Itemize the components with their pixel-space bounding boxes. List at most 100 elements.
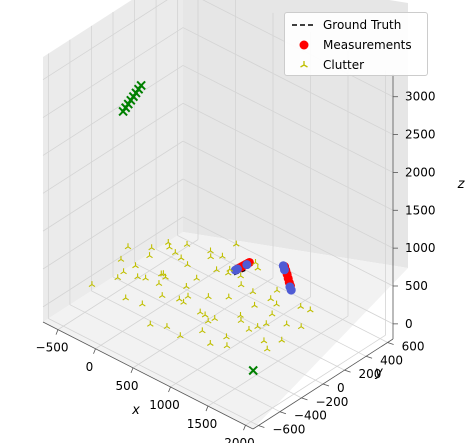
clutter-point bbox=[196, 308, 204, 315]
z-tick-label: 2500 bbox=[405, 128, 436, 142]
y-tick-mark bbox=[387, 342, 394, 345]
series-2-point bbox=[242, 260, 252, 270]
floor-pane bbox=[43, 232, 408, 429]
x-tick-mark bbox=[168, 386, 171, 393]
series-2-point bbox=[279, 265, 289, 275]
clutter-point bbox=[237, 272, 244, 279]
grid-line-z bbox=[182, 27, 394, 135]
grid-line-z bbox=[42, 216, 184, 308]
series-2-point bbox=[286, 285, 296, 295]
grid-line-z bbox=[42, 0, 168, 81]
z-tick-label: 3000 bbox=[405, 90, 436, 104]
clutter-point bbox=[262, 320, 270, 327]
x-axis-line bbox=[42, 321, 254, 430]
y-tick-label: 600 bbox=[402, 339, 425, 353]
grid-line-y bbox=[69, 304, 281, 413]
clutter-point bbox=[273, 300, 280, 307]
clutter-point bbox=[251, 301, 258, 308]
clutter-point bbox=[211, 315, 219, 321]
grid-line-y bbox=[177, 235, 388, 343]
clutter-point bbox=[273, 286, 281, 293]
series-3-point bbox=[136, 80, 146, 91]
clutter-point bbox=[120, 268, 127, 275]
axis-labels: x y z bbox=[131, 177, 465, 418]
clutter-point bbox=[122, 294, 129, 301]
dashed-line-swatch bbox=[292, 24, 316, 26]
legend-item-measurements: Measurements bbox=[285, 36, 427, 54]
grid-line-z bbox=[182, 140, 394, 249]
series-2-point bbox=[232, 264, 242, 274]
clutter-point bbox=[184, 261, 191, 268]
x-tick-mark bbox=[205, 405, 209, 412]
grid-line-z bbox=[182, 102, 394, 211]
z-tick-label: 500 bbox=[405, 279, 428, 293]
clutter-point bbox=[260, 337, 268, 344]
series-3-point bbox=[248, 365, 258, 376]
clutter-point bbox=[183, 283, 190, 289]
clutter-point bbox=[297, 302, 304, 309]
clutter-point bbox=[226, 265, 234, 272]
grid-line-y bbox=[155, 248, 367, 357]
y-tick-label: −200 bbox=[315, 395, 348, 409]
y-tick-mark bbox=[279, 411, 287, 415]
legend-item-ground-truth: Ground Truth bbox=[285, 16, 427, 34]
clutter-point bbox=[146, 252, 153, 259]
clutter-point bbox=[176, 295, 183, 302]
x-axis-label: x bbox=[131, 403, 140, 418]
grid-line-y bbox=[91, 290, 302, 399]
y-tick-label: 200 bbox=[359, 367, 382, 381]
x-tick-label: 500 bbox=[116, 379, 139, 393]
clutter-point bbox=[263, 345, 271, 352]
x-tick-label: 1500 bbox=[187, 417, 218, 431]
clutter-point bbox=[139, 300, 146, 307]
clutter-point bbox=[297, 323, 305, 330]
clutter-point bbox=[254, 323, 261, 330]
clutter-point bbox=[114, 274, 122, 281]
y-axis-label: y bbox=[374, 365, 383, 380]
grid-line-z bbox=[182, 178, 394, 287]
clutter-point bbox=[254, 264, 262, 271]
clutter-point bbox=[307, 306, 314, 313]
clutter-point bbox=[177, 254, 185, 261]
clutter-point bbox=[132, 262, 139, 269]
z-tick-label: 1500 bbox=[405, 203, 436, 217]
legend: Ground Truth Measurements Clutter bbox=[284, 12, 428, 76]
clutter-point bbox=[219, 252, 226, 259]
clutter-point bbox=[204, 317, 212, 324]
y-tick-mark bbox=[322, 383, 330, 387]
grid-line-z bbox=[42, 65, 184, 156]
clutter-point bbox=[207, 247, 214, 254]
clutter-point bbox=[268, 310, 276, 317]
legend-label: Measurements bbox=[323, 38, 412, 52]
clutter-point bbox=[163, 323, 171, 330]
clutter-point bbox=[278, 336, 286, 343]
clutter-point bbox=[172, 249, 179, 256]
y-tick-mark bbox=[365, 355, 373, 359]
tri-up-swatch bbox=[300, 61, 308, 68]
red-dot-swatch bbox=[299, 40, 309, 50]
x-tick-label: 1000 bbox=[149, 398, 180, 412]
z-tick-label: 0 bbox=[405, 317, 413, 331]
z-tick-label: 2000 bbox=[405, 165, 436, 179]
clutter-point bbox=[148, 244, 155, 251]
clutter-point bbox=[88, 281, 96, 288]
clutter-point bbox=[155, 280, 163, 287]
clutter-point bbox=[177, 332, 184, 339]
clutter-point bbox=[184, 292, 192, 299]
axis-edges bbox=[42, 74, 398, 431]
clutter-point bbox=[207, 253, 214, 260]
legend-label: Ground Truth bbox=[323, 18, 402, 32]
plot-marks bbox=[88, 80, 314, 376]
grid-line-z bbox=[42, 102, 184, 194]
grid-lines bbox=[42, 0, 394, 426]
y-tick-label: −400 bbox=[294, 409, 327, 423]
grid-line-y bbox=[48, 318, 259, 426]
clutter-point bbox=[134, 273, 141, 280]
clutter-point bbox=[124, 243, 132, 250]
clutter-point bbox=[180, 298, 187, 305]
clutter-point bbox=[147, 320, 154, 327]
clutter-point bbox=[142, 274, 149, 281]
clutter-point bbox=[166, 243, 173, 250]
z-axis-label: z bbox=[457, 177, 466, 192]
x-tick-mark bbox=[243, 425, 246, 431]
